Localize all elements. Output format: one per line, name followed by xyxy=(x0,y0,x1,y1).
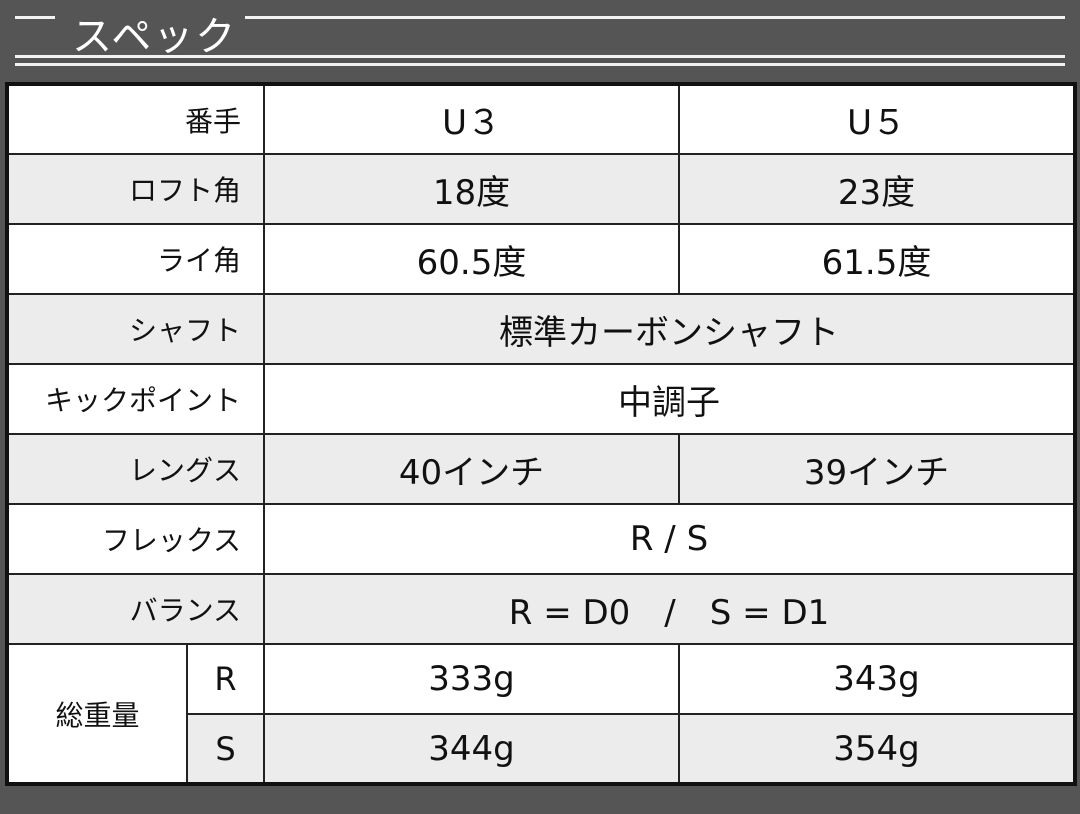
row-label: バランス xyxy=(5,573,266,645)
table-row: フレックス R / S xyxy=(5,503,1077,575)
cell-u3: 60.5度 xyxy=(263,223,681,295)
header-rule-right xyxy=(245,16,1065,19)
cell-u3: U３ xyxy=(263,83,681,155)
flex-label: S xyxy=(185,713,266,785)
cell-shared: R / S xyxy=(263,503,1077,575)
header-double-rule-bottom xyxy=(15,63,1065,66)
table-row: シャフト 標準カーボンシャフト xyxy=(5,293,1077,365)
cell-u3: 18度 xyxy=(263,153,681,225)
page-title: スペック xyxy=(72,14,238,60)
cell-u5: 61.5度 xyxy=(678,223,1077,295)
cell-u5: 343g xyxy=(678,643,1077,715)
cell-u5: U５ xyxy=(678,83,1077,155)
row-label: フレックス xyxy=(5,503,266,575)
table-row: ライ角 60.5度 61.5度 xyxy=(5,223,1077,295)
row-label: ロフト角 xyxy=(5,153,266,225)
cell-u5: 39インチ xyxy=(678,433,1077,505)
flex-label: R xyxy=(185,643,266,715)
cell-shared: 標準カーボンシャフト xyxy=(263,293,1077,365)
table-row: 総重量 R 333g 343g xyxy=(6,643,1077,785)
cell-u3: 333g xyxy=(263,643,681,715)
row-label: レングス xyxy=(5,433,266,505)
header-rule-left xyxy=(15,16,55,19)
row-label: シャフト xyxy=(5,293,266,365)
cell-u3: 40インチ xyxy=(263,433,681,505)
table-row: バランス R = D0 / S = D1 xyxy=(5,573,1077,645)
cell-shared: R = D0 / S = D1 xyxy=(263,573,1077,645)
row-label: ライ角 xyxy=(5,223,266,295)
table-row: レングス 40インチ 39インチ xyxy=(5,433,1077,505)
spec-table: 番手 U３ U５ ロフト角 18度 23度 ライ角 60.5度 61.5度 シャ… xyxy=(5,82,1078,786)
row-label: 番手 xyxy=(5,83,266,155)
table-row: 番手 U３ U５ xyxy=(5,83,1077,155)
header-double-rule-top xyxy=(15,55,1065,58)
weight-label: 総重量 xyxy=(6,643,188,785)
row-label: キックポイント xyxy=(5,363,266,435)
cell-u5: 23度 xyxy=(678,153,1077,225)
table-row: ロフト角 18度 23度 xyxy=(5,153,1077,225)
cell-shared: 中調子 xyxy=(263,363,1077,435)
cell-u3: 344g xyxy=(263,713,681,785)
cell-u5: 354g xyxy=(678,713,1077,785)
table-row: キックポイント 中調子 xyxy=(5,363,1077,435)
table-row: S 344g 354g xyxy=(7,713,1077,785)
